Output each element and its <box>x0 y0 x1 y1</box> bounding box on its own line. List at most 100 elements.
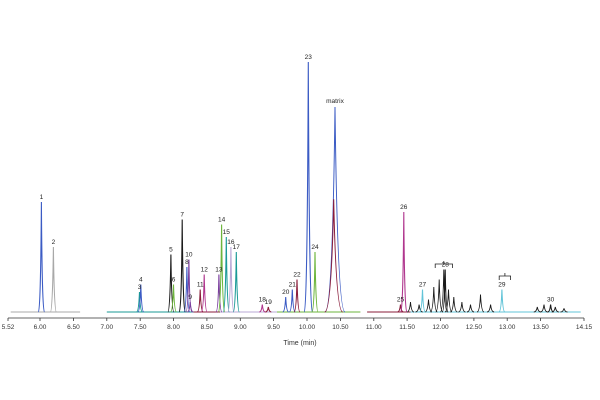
noise-peak-7 <box>444 289 453 313</box>
peak-label-25: 25 <box>397 297 405 304</box>
noise-peak-10 <box>466 304 475 313</box>
peak-label-17: 17 <box>233 244 241 251</box>
x-axis-label: Time (min) <box>283 340 316 347</box>
peak-label-28: 28 <box>442 262 450 269</box>
peak-label-21: 21 <box>289 282 297 289</box>
x-tick-label-7: 8.50 <box>201 324 214 331</box>
peak-3 <box>136 291 143 313</box>
noise-peak-6 <box>439 269 448 313</box>
peak-label-7: 7 <box>180 212 184 219</box>
peak-22 <box>293 279 301 313</box>
noise-peak-11 <box>476 294 485 313</box>
peak-2 <box>49 246 57 313</box>
peak-label-14: 14 <box>218 217 226 224</box>
peak-7 <box>178 219 186 313</box>
peak-label-29: 29 <box>498 282 506 289</box>
peak-label-9: 9 <box>188 294 192 301</box>
peak-label-3: 3 <box>138 284 142 291</box>
peak-label-16: 16 <box>227 239 235 246</box>
x-tick-label-13: 11.50 <box>399 324 415 331</box>
noise-peak-8 <box>450 296 458 313</box>
peak-23 <box>303 61 313 313</box>
x-tick-label-6: 8.00 <box>167 324 180 331</box>
chromatogram-traces <box>10 61 581 313</box>
noise-peak-4 <box>430 286 438 313</box>
peak-label-19: 19 <box>265 299 273 306</box>
peak-label-6: 6 <box>172 277 176 284</box>
peak-label-13: 13 <box>215 267 223 274</box>
noise-peak-14 <box>540 304 548 313</box>
peak-label-22: 22 <box>293 272 301 279</box>
noise-peak-2 <box>415 304 423 313</box>
noise-peak-3 <box>424 299 433 313</box>
x-tick-label-14: 12.00 <box>432 324 449 331</box>
peak-27 <box>419 289 426 313</box>
peak-5 <box>167 254 175 313</box>
matrix-peak <box>324 106 346 313</box>
peak-1 <box>37 201 45 313</box>
peak-label-2: 2 <box>52 239 56 246</box>
peak-15 <box>222 236 230 313</box>
peak-25 <box>397 304 404 313</box>
peak-26 <box>400 211 408 313</box>
peak-6 <box>169 284 178 313</box>
noise-peak-1 <box>406 301 415 313</box>
x-tick-label-15: 12.50 <box>466 324 483 331</box>
x-tick-label-17: 13.50 <box>532 324 549 331</box>
x-tick-label-18: 14.15 <box>576 324 593 331</box>
matrix-label: matrix <box>326 98 344 105</box>
matrix-peak-secondary <box>324 199 344 313</box>
peak-30 <box>547 304 554 313</box>
peak-17 <box>232 251 240 313</box>
peak-label-30: 30 <box>547 297 555 304</box>
x-tick-label-3: 6.50 <box>67 324 80 331</box>
noise-peak-9 <box>458 301 466 313</box>
x-tick-label-1: 5.52 <box>2 324 15 331</box>
peak-label-24: 24 <box>311 244 319 251</box>
peak-19 <box>265 306 272 313</box>
x-tick-label-10: 10.00 <box>299 324 316 331</box>
x-tick-label-11: 10.50 <box>332 324 349 331</box>
peak-label-5: 5 <box>169 247 173 254</box>
peak-label-1: 1 <box>40 194 44 201</box>
peak-4 <box>137 284 145 313</box>
x-tick-label-5: 7.50 <box>134 324 147 331</box>
peak-label-12: 12 <box>201 267 209 274</box>
peak-20 <box>282 296 289 313</box>
x-tick-label-8: 9.00 <box>234 324 247 331</box>
peak-label-23: 23 <box>305 54 313 61</box>
peak-18 <box>259 304 266 313</box>
peak-label-18: 18 <box>259 297 267 304</box>
noise-peak-12 <box>487 304 495 313</box>
peak-28 <box>441 269 449 313</box>
bracket-28 <box>434 261 453 268</box>
peak-13 <box>215 274 223 313</box>
peak-label-15: 15 <box>223 229 231 236</box>
x-axis: 5.52 6.00 6.50 7.00 7.50 8.00 8.50 9.00 9.50 10.0… <box>2 317 593 331</box>
x-tick-label-9: 9.50 <box>267 324 280 331</box>
peak-label-4: 4 <box>139 277 143 284</box>
peak-label-10: 10 <box>185 252 193 259</box>
peak-14 <box>218 224 226 313</box>
peak-16 <box>227 246 235 313</box>
peak-29 <box>498 289 506 313</box>
peak-label-20: 20 <box>282 289 290 296</box>
x-tick-label-12: 11.00 <box>366 324 382 331</box>
noise-peak-5 <box>435 279 444 313</box>
peak-8 <box>183 266 191 313</box>
peak-24 <box>311 251 319 313</box>
peak-21 <box>289 289 296 313</box>
peak-label-8: 8 <box>185 259 189 266</box>
peak-label-27: 27 <box>419 282 427 289</box>
noise-peak-16 <box>560 308 568 313</box>
x-tick-label-4: 7.00 <box>100 324 113 331</box>
x-tick-label-2: 6.00 <box>34 324 47 331</box>
peak-label-11: 11 <box>197 282 204 289</box>
x-tick-label-16: 13.00 <box>499 324 516 331</box>
noise-peak-13 <box>533 306 541 313</box>
peak-label-26: 26 <box>400 204 408 211</box>
peak-12 <box>200 274 208 313</box>
bracket-29 <box>498 273 511 280</box>
